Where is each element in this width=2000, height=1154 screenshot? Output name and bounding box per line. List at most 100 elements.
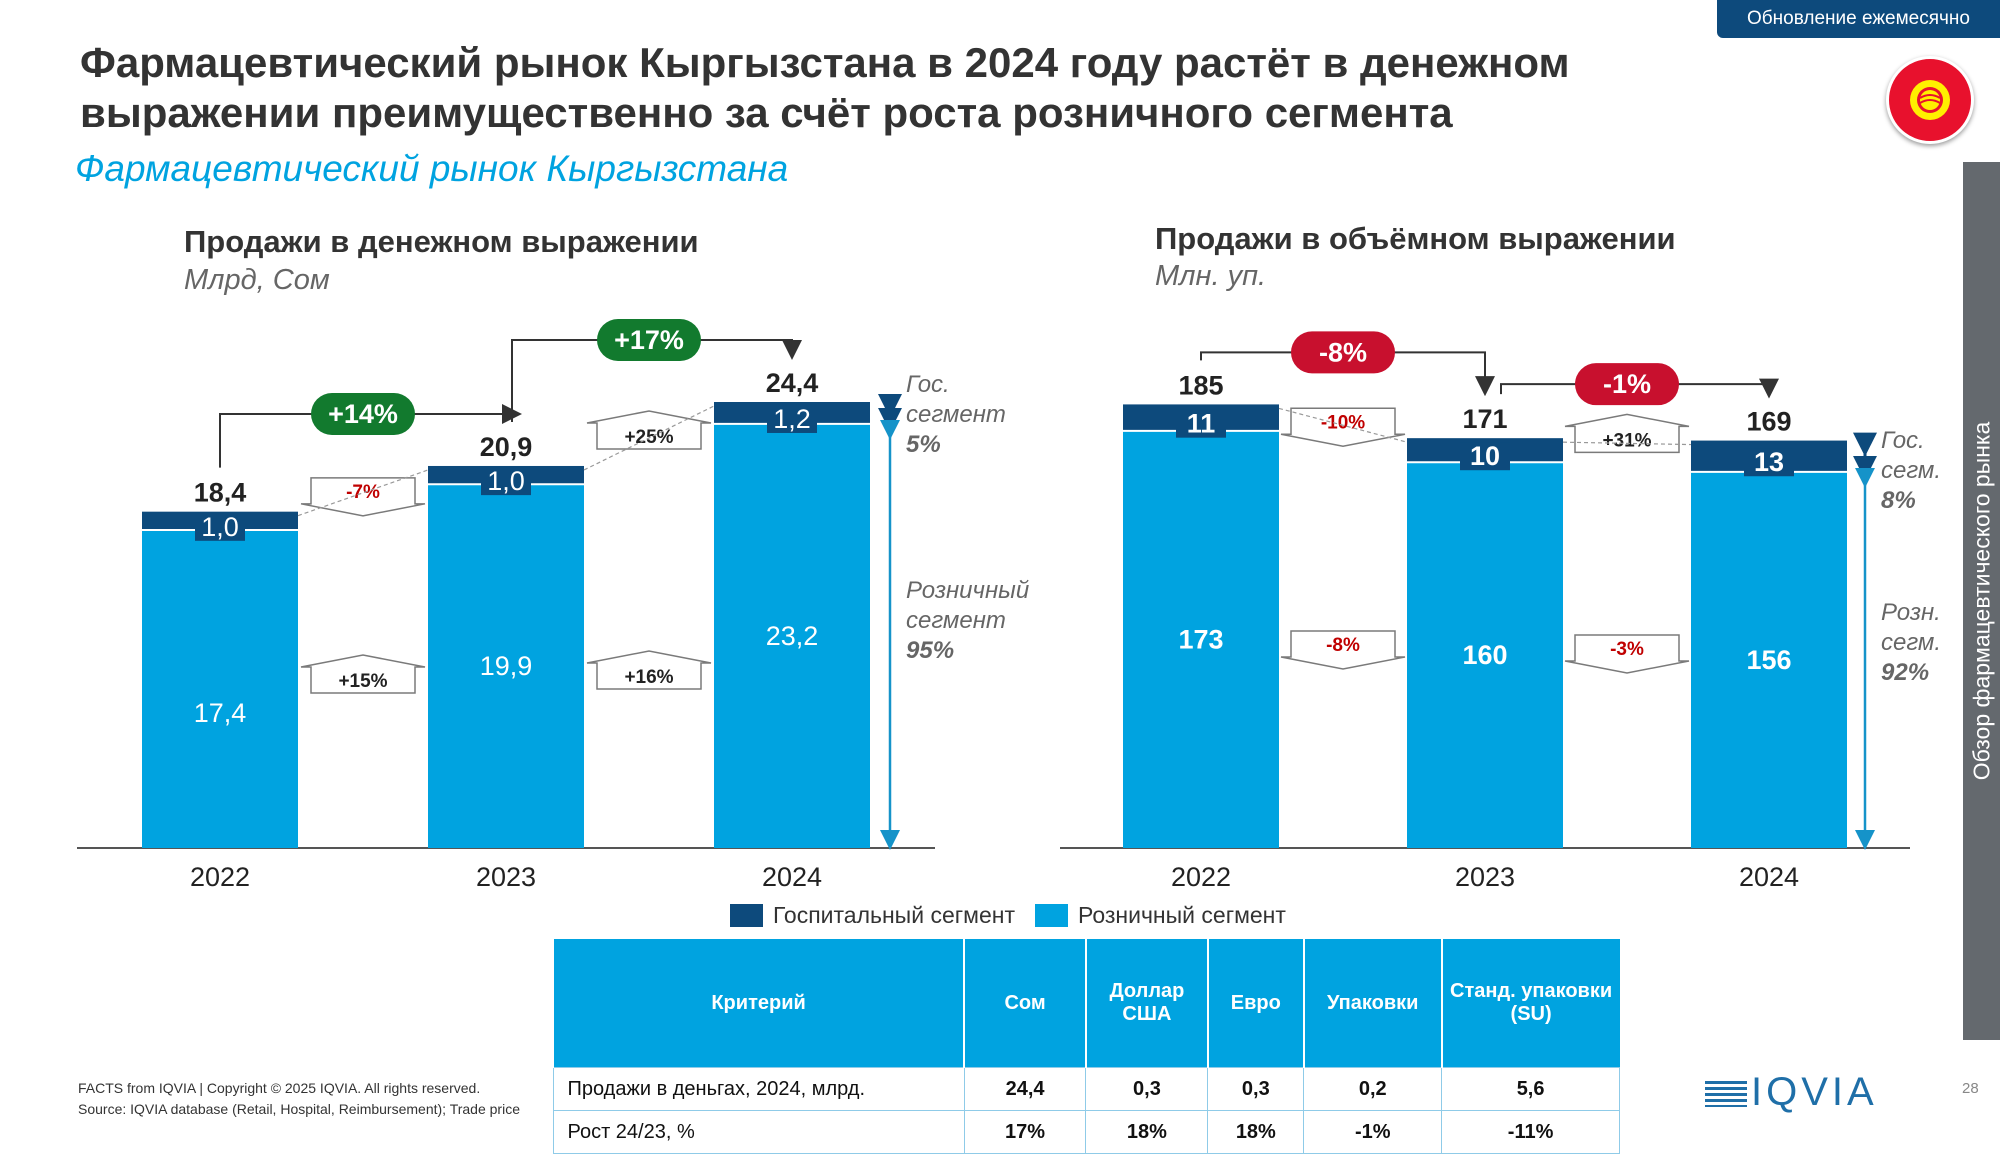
chart-legend: Госпитальный сегмент Розничный сегмент: [730, 902, 1286, 929]
logo-lines-icon: [1705, 1081, 1747, 1108]
chart2-retail-share: 92%: [1881, 659, 1929, 686]
table-header: Сом: [963, 939, 1086, 1068]
table-cell: 17%: [963, 1110, 1087, 1154]
chart2-bar-retail: [1407, 462, 1563, 848]
chart2-total-value: 169: [1746, 407, 1791, 437]
table-cell: -11%: [1441, 1110, 1620, 1154]
chart1-retail-growth-arrow: [586, 650, 712, 690]
chart1-hospital-share: 5%: [906, 431, 941, 458]
section-sidebar: Обзор фармацевтического рынка: [1963, 162, 2000, 1040]
chart1-title: Продажи в денежном выражении: [184, 224, 699, 259]
table-cell: -1%: [1303, 1110, 1443, 1154]
chart1-hospital-growth-arrow: [300, 477, 426, 517]
legend-hospital-swatch: [730, 904, 763, 927]
chart2-bar-retail: [1691, 471, 1847, 848]
chart1-hospital-note: сегмент: [906, 401, 1006, 428]
chart1-bar-retail: [428, 484, 584, 848]
chart2-retail-value: 160: [1462, 640, 1507, 670]
chart2-hospital-value: 13: [1754, 447, 1784, 477]
chart2-hospital-value: 11: [1187, 409, 1216, 439]
chart2-retail-growth-label: -8%: [1326, 635, 1360, 656]
table-cell: Продажи в деньгах, 2024, млрд.: [552, 1067, 965, 1111]
table-cell: 0,3: [1085, 1067, 1209, 1111]
chart1-total-growth-label: +14%: [328, 399, 398, 429]
chart1-hospital-growth-label: -7%: [346, 482, 380, 503]
chart1-retail-growth-label: +15%: [338, 671, 387, 692]
chart1-retail-value: 23,2: [766, 621, 819, 651]
summary-table: Критерий Сом Доллар США Евро Упаковки Ст…: [551, 939, 1620, 1154]
chart2-bar-retail: [1123, 430, 1279, 848]
chart2-x-tick: 2023: [1455, 862, 1515, 892]
chart1-retail-note: сегмент: [906, 607, 1006, 634]
chart2-retail-growth-arrow: [1564, 634, 1690, 674]
chart2-retail-growth-label: -3%: [1610, 639, 1644, 660]
chart2-hospital-note: сегм.: [1881, 457, 1941, 484]
chart1-hospital-growth-arrow: [586, 410, 712, 450]
table-header-row: Критерий Сом Доллар США Евро Упаковки Ст…: [551, 939, 1620, 1068]
iqvia-logo: IQVIA: [1705, 1070, 1878, 1115]
table-header: Критерий: [551, 939, 965, 1068]
chart2-title: Продажи в объёмном выражении: [1155, 221, 1676, 256]
table-cell: Рост 24/23, %: [552, 1110, 965, 1154]
chart2-total-growth-pill: [1291, 331, 1395, 374]
chart1-bar-retail: [714, 423, 870, 848]
chart1-hospital-value: 1,0: [487, 466, 525, 496]
chart2-retail-value: 156: [1746, 645, 1791, 675]
chart2-retail-value: 173: [1178, 624, 1223, 654]
chart2-total-value: 171: [1462, 404, 1507, 434]
chart2-x-tick: 2022: [1171, 862, 1231, 892]
chart1-x-tick: 2023: [476, 862, 536, 892]
chart1-hospital-value: 1,2: [773, 404, 811, 434]
page-number: 28: [1962, 1080, 1979, 1097]
chart1-total-value: 18,4: [194, 478, 247, 508]
page-title: Фармацевтический рынок Кыргызстана в 202…: [80, 39, 1570, 136]
chart2-hospital-growth-arrow: [1280, 407, 1406, 448]
table-cell: 5,6: [1441, 1067, 1620, 1111]
chart2-hospital-value: 10: [1470, 441, 1500, 471]
table-cell: 18%: [1085, 1110, 1209, 1154]
chart1-x-tick: 2022: [190, 862, 250, 892]
chart1-guide-line: [297, 469, 429, 517]
chart2-hospital-label-box: [1460, 442, 1510, 471]
chart2-retail-growth-arrow: [1280, 630, 1406, 670]
chart1-total-value: 24,4: [766, 368, 819, 398]
chart1-total-growth-pill: [597, 319, 701, 361]
chart1-guide-line: [583, 405, 715, 471]
chart2-hospital-label-box: [1744, 448, 1794, 477]
chart2-hospital-note: Гос.: [1881, 427, 1925, 454]
chart2-guide-line: [1562, 441, 1692, 446]
chart2-total-value: 185: [1178, 370, 1223, 400]
table-cell: 24,4: [963, 1067, 1087, 1111]
chart2-hospital-growth-arrow: [1564, 413, 1690, 454]
table-row: Продажи в деньгах, 2024, млрд. 24,4 0,3 …: [552, 1067, 1620, 1111]
chart2-hospital-growth-label: +31%: [1602, 430, 1651, 451]
chart1-hospital-note: Гос.: [906, 371, 950, 398]
table-cell: 0,3: [1207, 1067, 1305, 1111]
table-header: Станд. упаковки (SU): [1440, 939, 1620, 1068]
footer-copyright: FACTS from IQVIA | Copyright © 2025 IQVI…: [78, 1080, 481, 1096]
chart1-hospital-label-box: [481, 467, 531, 496]
chart1-total-growth-label: +17%: [614, 325, 684, 355]
chart2-hospital-label-box: [1176, 409, 1226, 438]
table-cell: 18%: [1207, 1110, 1305, 1154]
table-header: Евро: [1206, 939, 1304, 1068]
chart2-total-growth-label: -1%: [1603, 369, 1651, 399]
chart1-total-growth-pill: [311, 392, 415, 435]
chart1-hospital-label-box: [767, 404, 817, 433]
chart1-retail-growth-arrow: [300, 654, 426, 694]
table-row: Рост 24/23, % 17% 18% 18% -1% -11%: [552, 1110, 1620, 1154]
chart1-hospital-label-box: [195, 512, 245, 541]
kyrgyzstan-flag-icon: [1886, 56, 1974, 144]
legend-hospital-label: Госпитальный сегмент: [773, 902, 1015, 928]
page-subtitle: Фармацевтический рынок Кыргызстана: [75, 148, 789, 189]
legend-retail-label: Розничный сегмент: [1077, 902, 1286, 928]
chart1-total-value: 20,9: [480, 432, 533, 462]
table-cell: 0,2: [1303, 1067, 1443, 1111]
chart1-x-tick: 2024: [762, 862, 822, 892]
chart1-hospital-value: 1,0: [201, 512, 239, 542]
chart1-retail-note: Розничный: [906, 577, 1029, 604]
footer-source: FACTS from IQVIA | Copyright © 2025 IQVI…: [78, 1078, 520, 1120]
chart2-guide-line: [1278, 407, 1408, 443]
chart1-retail-value: 19,9: [480, 651, 533, 681]
chart2-hospital-share: 8%: [1881, 487, 1916, 514]
